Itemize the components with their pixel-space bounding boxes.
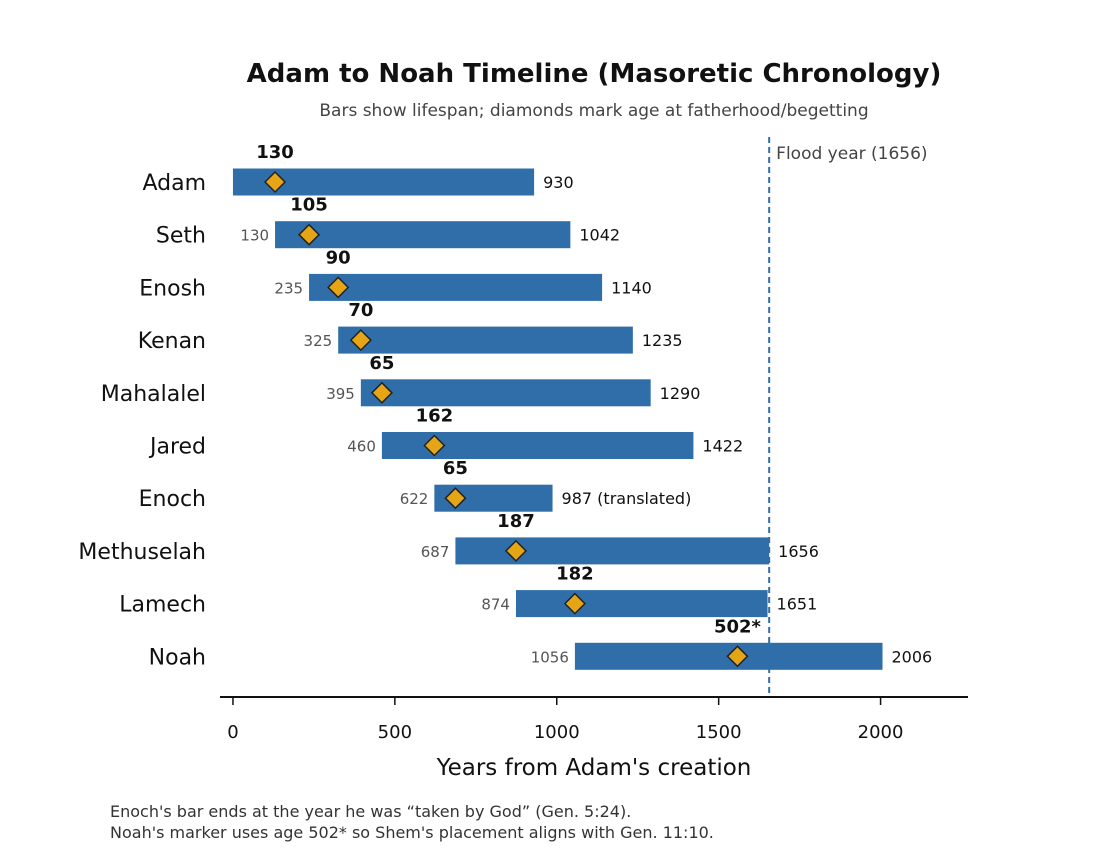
begetting-diamond-noah: [726, 645, 749, 668]
person-label-jared: Jared: [148, 435, 206, 460]
birth-year-label: 687: [421, 543, 450, 561]
person-label-enosh: Enosh: [139, 276, 206, 301]
begetting-diamond-lamech: [563, 592, 586, 615]
person-label-enoch: Enoch: [139, 487, 206, 512]
begetting-diamond-mahalalel: [370, 381, 393, 404]
death-year-label: 987 (translated): [562, 489, 692, 508]
birth-year-label: 874: [481, 596, 510, 614]
lifespan-bar-seth: [275, 221, 571, 249]
x-axis: 0 500 1000 1500 2000: [220, 696, 968, 743]
lifespan-bar-mahalalel: [360, 379, 651, 407]
begetting-age-label: 65: [369, 353, 394, 374]
person-label-kenan: Kenan: [138, 329, 206, 354]
person-label-noah: Noah: [149, 645, 206, 670]
lifespan-bar-kenan: [338, 326, 633, 354]
begetting-age-label: 65: [443, 458, 468, 479]
person-label-mahalalel: Mahalalel: [101, 382, 206, 407]
begetting-diamond-seth: [297, 223, 321, 246]
flood-marker: Flood year (1656): [768, 137, 928, 697]
birth-year-label: 460: [347, 438, 376, 456]
birth-year-label: 1056: [531, 648, 569, 666]
footnote-enoch: Enoch's bar ends at the year he was “tak…: [110, 802, 632, 821]
birth-year-label: 130: [240, 227, 269, 245]
death-year-label: 1235: [642, 331, 683, 350]
death-year-label: 1422: [702, 437, 743, 456]
begetting-diamond-adam: [263, 170, 287, 194]
birth-year-label: 395: [326, 385, 355, 403]
chart-title: Adam to Noah Timeline (Masoretic Chronol…: [247, 59, 942, 89]
begetting-diamond-methuselah: [504, 539, 528, 562]
begetting-age-label: 90: [326, 247, 351, 268]
begetting-age-label: 187: [497, 511, 535, 532]
person-label-lamech: Lamech: [119, 593, 206, 618]
person-label-seth: Seth: [156, 224, 206, 249]
x-tick-label: 1000: [534, 722, 580, 743]
begetting-age-label: 162: [416, 406, 454, 427]
death-year-label: 930: [543, 173, 574, 192]
begetting-age-label: 105: [290, 195, 328, 216]
x-axis-label: Years from Adam's creation: [436, 755, 752, 781]
begetting-age-label: 130: [256, 142, 294, 163]
begetting-diamond-enoch: [444, 487, 467, 510]
begetting-age-label: 502*: [714, 616, 762, 637]
death-year-label: 1656: [778, 542, 819, 561]
begetting-diamond-kenan: [349, 329, 372, 352]
birth-year-label: 622: [400, 490, 429, 508]
x-tick-label: 2000: [858, 722, 904, 743]
lifespan-bars: Adam 930 130 Seth 130 1042 105 Enosh 235 1140 90 Ke…: [78, 142, 932, 670]
person-label-methuselah: Methuselah: [78, 540, 206, 565]
chart-subtitle: Bars show lifespan; diamonds mark age at…: [319, 101, 868, 121]
person-label-adam: Adam: [142, 171, 206, 196]
begetting-age-label: 70: [348, 300, 373, 321]
begetting-diamond-jared: [423, 434, 446, 457]
begetting-diamond-enosh: [327, 276, 350, 299]
x-tick-label: 500: [378, 722, 412, 743]
death-year-label: 1290: [660, 384, 701, 403]
lifespan-bar-enosh: [309, 273, 603, 301]
lifespan-bar-lamech: [515, 590, 768, 618]
death-year-label: 2006: [892, 647, 933, 666]
x-tick-label: 0: [227, 722, 238, 743]
birth-year-label: 325: [304, 332, 333, 350]
x-tick-label: 1500: [696, 722, 742, 743]
lifespan-bar-methuselah: [455, 537, 770, 565]
flood-year-label: Flood year (1656): [776, 144, 927, 164]
death-year-label: 1042: [579, 226, 620, 245]
begetting-age-label: 182: [556, 564, 594, 585]
birth-year-label: 235: [274, 279, 303, 297]
death-year-label: 1651: [777, 595, 818, 614]
footnote-noah: Noah's marker uses age 502* so Shem's pl…: [110, 823, 714, 842]
death-year-label: 1140: [611, 278, 652, 297]
